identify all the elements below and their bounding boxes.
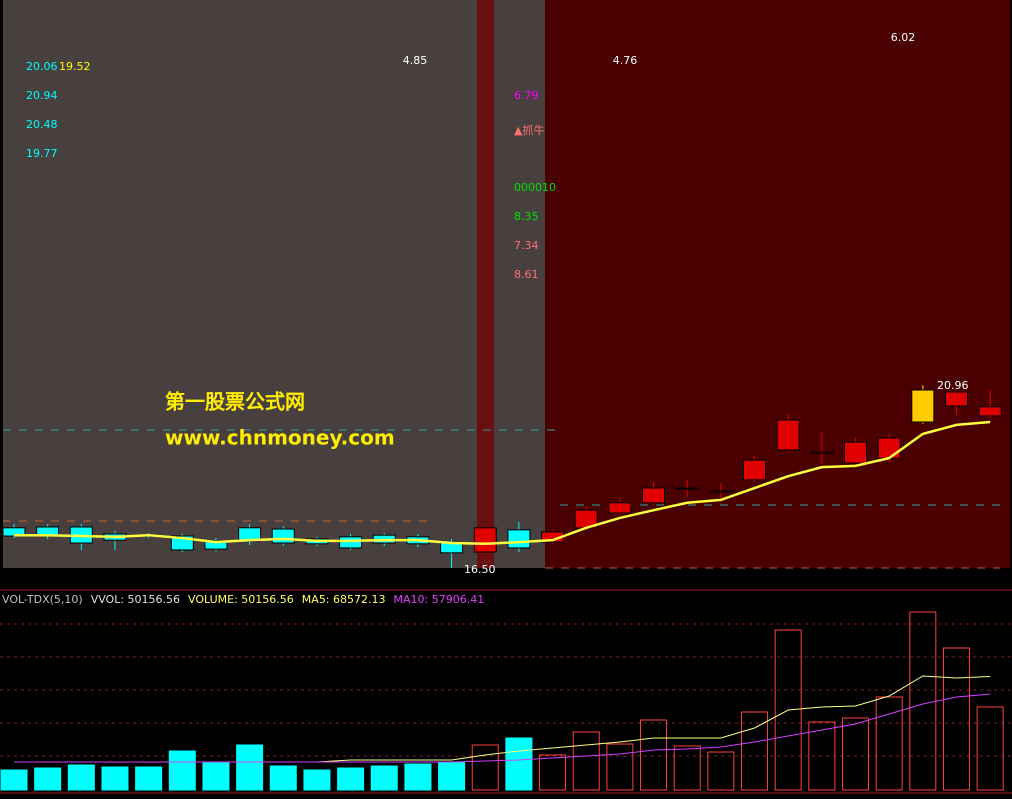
volume-bar [438, 761, 466, 791]
candle-body [608, 502, 632, 514]
candle-body [810, 451, 834, 454]
annotation: 16.50 [464, 563, 496, 576]
annotation: ▲抓牛 [514, 123, 544, 137]
annotation: 20.48 [26, 118, 58, 131]
volume-bar [572, 731, 600, 791]
region-red-strip [477, 0, 494, 568]
volume-bar [303, 769, 331, 791]
volume-bar [236, 744, 264, 791]
volume-bar [269, 765, 297, 791]
volume-bar [135, 766, 163, 791]
candle-body [978, 406, 1002, 417]
volume-bar [67, 764, 95, 791]
candle-body [473, 527, 497, 553]
annotation: 000010 [514, 181, 556, 194]
annotation: 8.61 [514, 268, 539, 281]
volume-bar [606, 743, 634, 791]
indicator-label: VOL-TDX(5,10) [2, 593, 83, 606]
annotation: 20.94 [26, 89, 58, 102]
indicator-label: MA10: 57906.41 [394, 593, 485, 606]
watermark: www.chnmoney.com [165, 426, 395, 450]
volume-bar [337, 767, 365, 791]
volume-bar [741, 711, 769, 791]
volume-bar [404, 763, 432, 791]
annotation: 20.06 [26, 60, 58, 73]
volume-bar [539, 754, 567, 791]
candle-body [709, 490, 733, 493]
volume-bar [505, 737, 533, 791]
region-red [545, 0, 1010, 568]
candle-body [776, 419, 800, 451]
volume-bar [976, 706, 1004, 791]
indicator-label: VVOL: 50156.56 [91, 593, 180, 606]
annotation: 6.79 [514, 89, 539, 102]
annotation: 6.02 [891, 31, 916, 44]
volume-bar [707, 751, 735, 791]
volume-bar [673, 745, 701, 791]
annotation: 19.77 [26, 147, 58, 160]
annotation: 4.85 [403, 54, 428, 67]
candle-body [944, 391, 968, 407]
candle-body [339, 536, 363, 549]
candle-body [844, 441, 867, 464]
annotation: 20.96 [937, 379, 969, 392]
annotation: 19.52 [59, 60, 91, 73]
volume-bar [370, 765, 398, 791]
volume-bar [942, 647, 970, 791]
volume-bar [640, 719, 668, 791]
candle-body [675, 487, 699, 490]
ma-line [14, 420, 991, 546]
candle-body [877, 437, 901, 459]
annotation: 7.34 [514, 239, 539, 252]
candle-body [271, 528, 295, 544]
volume-bar [0, 769, 28, 791]
candle-body [911, 389, 935, 423]
annotation: 4.76 [613, 54, 638, 67]
volume-bar [168, 750, 196, 791]
indicator-label: VOLUME: 50156.56 [188, 593, 294, 606]
candle-body [507, 529, 531, 549]
indicator-label: MA5: 68572.13 [302, 593, 386, 606]
volume-ma-line [14, 693, 991, 763]
candle-body [642, 487, 666, 504]
volume-bar [774, 629, 802, 791]
region-gray [494, 0, 545, 568]
candle-body [743, 459, 767, 481]
volume-bar [875, 696, 903, 791]
volume-bar [808, 721, 836, 791]
volume-bar [202, 762, 230, 791]
volume-bar [842, 717, 869, 791]
annotation: 8.35 [514, 210, 539, 223]
volume-bar [471, 744, 499, 791]
volume-bar [34, 767, 62, 791]
volume-bar [101, 766, 129, 791]
region-gray [3, 0, 477, 568]
watermark: 第一股票公式网 [165, 390, 305, 414]
